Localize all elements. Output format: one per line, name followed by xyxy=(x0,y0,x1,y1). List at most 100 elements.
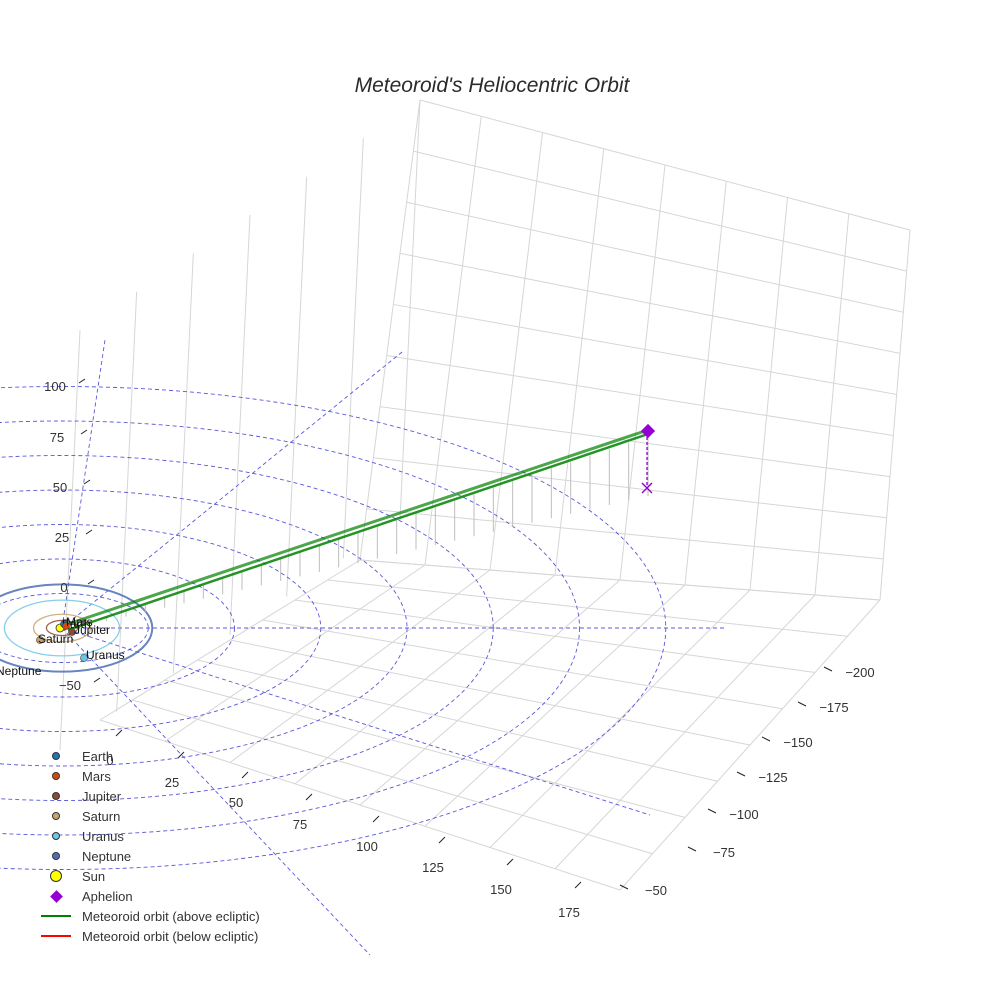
grid-line xyxy=(554,594,816,870)
y-tick-mark xyxy=(797,701,807,707)
grid-walls xyxy=(59,99,911,891)
legend-swatch xyxy=(38,906,74,926)
legend-item-uranus: Uranus xyxy=(38,826,260,846)
planet-uranus xyxy=(80,654,88,662)
grid-line xyxy=(386,355,894,437)
grid-line xyxy=(413,150,907,272)
x-tick-mark xyxy=(574,881,582,889)
legend-swatch xyxy=(38,766,74,786)
orbit-neptune xyxy=(0,583,154,673)
planet-orbits xyxy=(0,583,154,673)
y-tick-mark xyxy=(823,666,833,672)
y-tick-mark xyxy=(619,884,629,890)
z-tick-mark xyxy=(78,378,86,384)
grid-line xyxy=(554,148,605,576)
z-tick-label: 50 xyxy=(53,480,67,495)
x-tick-mark xyxy=(241,771,249,779)
grid-line xyxy=(116,291,138,712)
grid-line xyxy=(286,176,308,597)
legend-swatch xyxy=(38,806,74,826)
y-tick-mark xyxy=(736,771,746,777)
chart-title: Meteoroid's Heliocentric Orbit xyxy=(354,74,630,97)
grid-line xyxy=(399,252,901,354)
x-tick-label: 50 xyxy=(229,795,243,810)
aphelion-projection-marker xyxy=(641,482,653,494)
legend-item-orbit-1: Meteoroid orbit (below ecliptic) xyxy=(38,926,260,946)
grid-line xyxy=(359,99,421,561)
grid-line xyxy=(489,132,543,571)
aphelion-marker xyxy=(640,423,656,439)
axis-ticks: 0 25 50 75 100 125 150 175 −50 −75 −100 −125 −150 −17… xyxy=(44,378,875,920)
x-tick-mark xyxy=(372,815,380,823)
z-tick-label: 100 xyxy=(44,379,66,394)
grid-line xyxy=(684,181,727,586)
x-tick-label: 175 xyxy=(558,905,580,920)
grid-line xyxy=(489,589,751,848)
legend-swatch xyxy=(38,926,74,946)
planet-jupiter xyxy=(68,628,76,636)
meteoroid-orbit-inbound xyxy=(67,432,649,632)
legend-label: Meteoroid orbit (below ecliptic) xyxy=(82,928,259,944)
y-tick-label: −100 xyxy=(729,807,758,822)
planet-label-jupiter: Jupiter xyxy=(74,623,110,637)
y-tick-label: −150 xyxy=(783,735,812,750)
planet-label-uranus: Uranus xyxy=(86,648,125,662)
y-tick-label: −125 xyxy=(758,770,787,785)
legend-label: Aphelion xyxy=(82,888,133,904)
grid-line xyxy=(406,201,904,313)
grid-line xyxy=(749,197,788,591)
legend-swatch xyxy=(38,826,74,846)
legend-label: Mars xyxy=(82,768,111,784)
x-tick-label: 100 xyxy=(356,839,378,854)
legend-label: Earth xyxy=(82,748,114,764)
legend-item-aphelion: Aphelion xyxy=(38,886,260,906)
planet-label-mars: Mars xyxy=(66,615,93,629)
grid-line xyxy=(424,116,482,566)
ecliptic-spoke xyxy=(61,627,371,956)
planet-saturn xyxy=(36,636,44,644)
grid-line xyxy=(229,214,251,636)
grid-line xyxy=(359,579,621,806)
z-tick-label: −50 xyxy=(59,678,81,693)
grid-line xyxy=(99,559,361,721)
grid-line xyxy=(879,229,911,601)
z-tick-mark xyxy=(83,479,91,485)
x-tick-label: 0 xyxy=(106,753,113,768)
z-tick-mark xyxy=(87,579,95,585)
z-tick-mark xyxy=(85,529,93,535)
z-tick-mark xyxy=(93,677,101,683)
x-tick-label: 125 xyxy=(422,860,444,875)
grid-line xyxy=(379,406,891,478)
z-tick-label: 75 xyxy=(50,430,64,445)
legend-item-sun: Sun xyxy=(38,866,260,886)
z-tick-label: 25 xyxy=(55,530,69,545)
grid-line xyxy=(59,329,81,751)
legend-label: Saturn xyxy=(82,808,121,824)
grid-line xyxy=(814,213,850,596)
grid-line xyxy=(164,564,426,742)
y-tick-label: −50 xyxy=(645,883,667,898)
y-tick-label: −175 xyxy=(819,700,848,715)
grid-line xyxy=(342,138,364,559)
x-tick-mark xyxy=(506,858,514,866)
planet-label-neptune: Neptune xyxy=(0,664,42,678)
grid-line xyxy=(424,584,686,827)
legend-label: Sun xyxy=(82,868,106,884)
x-tick-mark xyxy=(115,729,123,737)
meteoroid-orbit xyxy=(67,423,656,632)
ecliptic-spoke xyxy=(61,627,651,816)
legend-item-neptune: Neptune xyxy=(38,846,260,866)
y-tick-label: −200 xyxy=(845,665,874,680)
meteoroid-orbit-outbound xyxy=(67,428,649,626)
grid-line xyxy=(373,457,887,519)
legend-swatch xyxy=(38,846,74,866)
y-tick-label: −75 xyxy=(713,845,735,860)
x-tick-mark xyxy=(305,793,313,801)
y-tick-mark xyxy=(687,846,697,852)
legend-swatch xyxy=(38,746,74,766)
y-tick-mark xyxy=(761,736,771,742)
x-tick-label: 150 xyxy=(490,882,512,897)
x-tick-mark xyxy=(177,751,185,759)
